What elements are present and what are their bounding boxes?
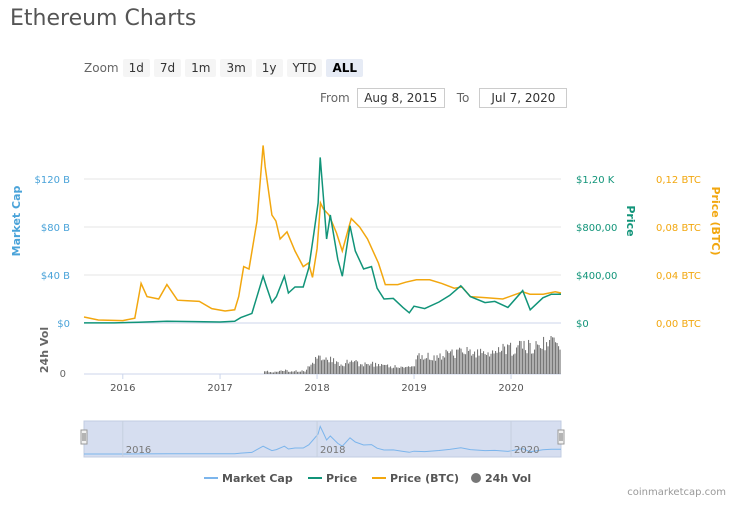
price-tick-label: $400,00 bbox=[576, 271, 617, 282]
market-cap-tick-label: $120 B bbox=[35, 175, 71, 186]
x-axis-tick-label: 2016 bbox=[110, 383, 135, 394]
footer-credit: coinmarketcap.com bbox=[627, 487, 726, 498]
legend-item[interactable]: Price bbox=[308, 472, 357, 485]
price-tick-label: $800,00 bbox=[576, 223, 617, 234]
navigator-handle-right[interactable] bbox=[557, 429, 565, 445]
date-range: From Aug 8, 2015 To Jul 7, 2020 bbox=[320, 87, 568, 109]
zoom-button-1d[interactable]: 1d bbox=[122, 59, 150, 77]
zoom-button-7d[interactable]: 7d bbox=[153, 59, 182, 77]
x-axis-tick-label: 2017 bbox=[207, 383, 232, 394]
legend-item[interactable]: Price (BTC) bbox=[372, 472, 459, 485]
price-tick-label: $1,20 K bbox=[576, 175, 615, 186]
zoom-button-all[interactable]: ALL bbox=[326, 59, 364, 77]
to-date-input[interactable]: Jul 7, 2020 bbox=[479, 88, 568, 108]
legend-label: Price bbox=[326, 472, 357, 485]
price-btc-axis-title: Price (BTC) bbox=[709, 186, 722, 255]
navigator-tick-label: 2016 bbox=[126, 445, 151, 456]
navigator-tick-label: 2020 bbox=[514, 445, 539, 456]
volume-axis-title: 24h Vol bbox=[38, 327, 51, 373]
navigator-window bbox=[83, 420, 562, 458]
x-axis-tick-label: 2019 bbox=[401, 383, 426, 394]
price-btc-tick-label: 0,08 BTC bbox=[656, 223, 701, 234]
navigator-line bbox=[84, 424, 561, 455]
price-btc-tick-label: 0,04 BTC bbox=[656, 271, 701, 282]
price-btc-tick-label: 0,12 BTC bbox=[656, 175, 701, 186]
x-axis-tick-label: 2020 bbox=[498, 383, 523, 394]
volume-tick-label: 0 bbox=[60, 369, 66, 380]
x-axis-tick-label: 2018 bbox=[304, 383, 329, 394]
volume-bars bbox=[264, 336, 561, 374]
legend-item[interactable]: Market Cap bbox=[204, 472, 293, 485]
zoom-button-ytd[interactable]: YTD bbox=[286, 59, 323, 77]
legend-label: Price (BTC) bbox=[390, 472, 459, 485]
legend-swatch bbox=[471, 473, 481, 483]
market-cap-tick-label: $40 B bbox=[41, 271, 70, 282]
series-line-price bbox=[84, 157, 561, 324]
zoom-button-1y[interactable]: 1y bbox=[255, 59, 283, 77]
navigator-handle-left[interactable] bbox=[80, 429, 88, 445]
price-tick-label: $0 bbox=[576, 319, 589, 330]
zoom-toolbar: Zoom 1d 7d 1m 3m 1y YTD ALL bbox=[84, 58, 367, 78]
from-date-input[interactable]: Aug 8, 2015 bbox=[356, 88, 445, 108]
page-title: Ethereum Charts bbox=[10, 6, 197, 31]
price-btc-tick-label: 0,00 BTC bbox=[656, 319, 701, 330]
to-label: To bbox=[456, 91, 470, 105]
market-cap-tick-label: $0 bbox=[57, 319, 70, 330]
from-label: From bbox=[320, 91, 350, 105]
zoom-button-3m[interactable]: 3m bbox=[220, 59, 252, 77]
navigator-tick-label: 2018 bbox=[320, 445, 345, 456]
legend-label: 24h Vol bbox=[485, 472, 531, 485]
series-line-price-btc bbox=[83, 145, 562, 322]
price-axis-title: Price bbox=[624, 205, 637, 236]
market-cap-tick-label: $80 B bbox=[41, 223, 70, 234]
market-cap-axis-title: Market Cap bbox=[10, 186, 23, 257]
legend-label: Market Cap bbox=[222, 472, 293, 485]
legend-item[interactable]: 24h Vol bbox=[471, 472, 531, 485]
zoom-button-1m[interactable]: 1m bbox=[185, 59, 217, 77]
zoom-label: Zoom bbox=[84, 61, 119, 75]
